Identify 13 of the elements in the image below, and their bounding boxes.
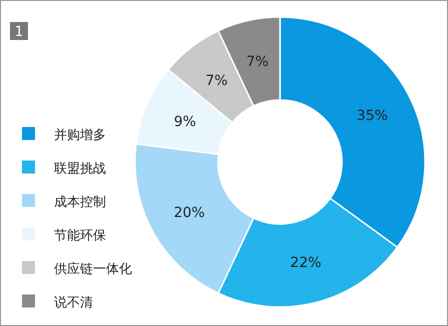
legend-label: 联盟挑战 (54, 162, 106, 176)
text: 1 (14, 24, 24, 40)
data-label: 7% (246, 54, 269, 70)
data-label: 35% (356, 108, 388, 124)
legend-label: 成本控制 (54, 195, 106, 210)
data-label: 7% (205, 73, 228, 90)
data-label: 20% (174, 204, 205, 221)
data-label: 22% (290, 255, 322, 272)
data-label: 9% (174, 114, 196, 130)
legend-label: 供应链一体化 (54, 261, 132, 277)
legend-label: 节能环保 (54, 228, 106, 244)
legend-label: 说不清 (54, 296, 93, 310)
legend-label: 并购增多 (54, 128, 106, 143)
